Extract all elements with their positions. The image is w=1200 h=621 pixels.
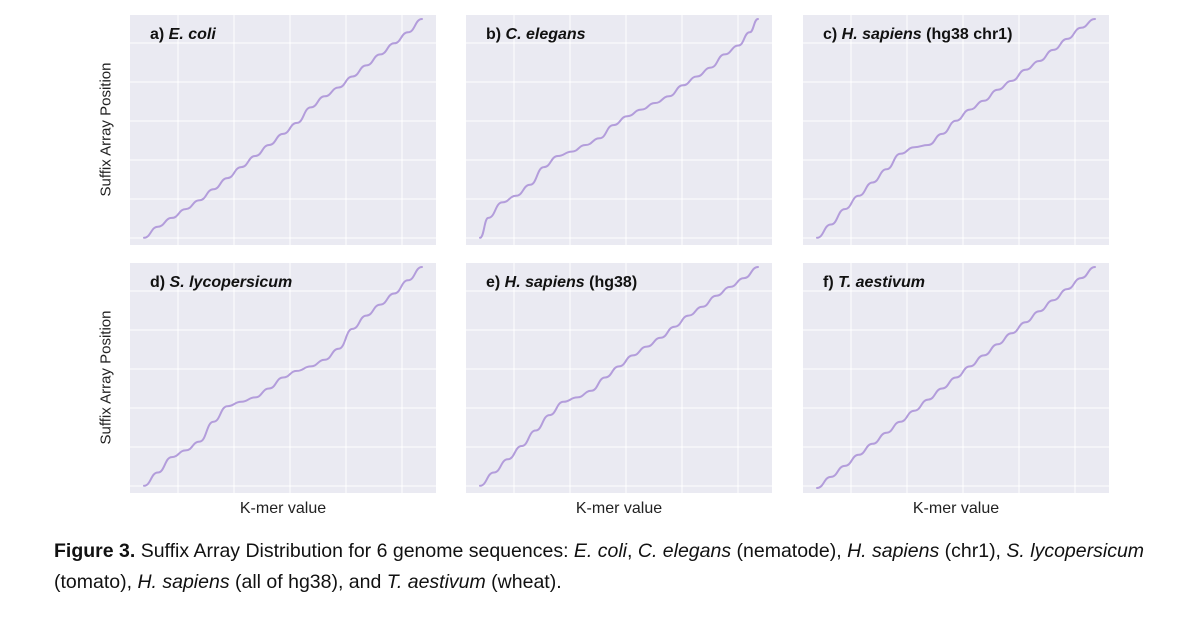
panel-d: d) S. lycopersicum xyxy=(130,263,436,493)
panel-a-title: a) E. coli xyxy=(150,26,216,43)
panel-d-title: d) S. lycopersicum xyxy=(150,274,293,291)
x-axis-label-d: K-mer value xyxy=(239,500,327,517)
series-line-f xyxy=(816,266,1096,489)
panel-e: e) H. sapiens (hg38) xyxy=(466,263,772,493)
panel-a-plot xyxy=(130,15,436,245)
x-axis-label-e: K-mer value xyxy=(575,500,663,517)
panel-e-plot xyxy=(466,263,772,493)
series-line-c xyxy=(816,18,1096,239)
panel-b-plot xyxy=(466,15,772,245)
series-line-a xyxy=(143,18,423,239)
panel-c-plot xyxy=(803,15,1109,245)
panel-a: a) E. coli xyxy=(130,15,436,245)
series-line-b xyxy=(479,18,759,239)
series-line-d xyxy=(143,266,423,487)
panel-d-plot xyxy=(130,263,436,493)
x-axis-label-f: K-mer value xyxy=(912,500,1000,517)
y-axis-label-top: Suffix Array Position xyxy=(97,62,115,197)
y-axis-label-bottom: Suffix Array Position xyxy=(97,310,115,445)
panel-b-title: b) C. elegans xyxy=(486,26,586,43)
panel-f: f) T. aestivum xyxy=(803,263,1109,493)
caption-label: Figure 3. xyxy=(54,540,136,562)
panel-b: b) C. elegans xyxy=(466,15,772,245)
panel-c: c) H. sapiens (hg38 chr1) xyxy=(803,15,1109,245)
figure-caption: Figure 3. Suffix Array Distribution for … xyxy=(54,540,1145,593)
panel-f-title: f) T. aestivum xyxy=(823,274,925,291)
panel-c-title: c) H. sapiens (hg38 chr1) xyxy=(823,26,1013,43)
panel-e-title: e) H. sapiens (hg38) xyxy=(486,274,638,291)
panel-f-plot xyxy=(803,263,1109,493)
series-line-e xyxy=(479,266,759,487)
